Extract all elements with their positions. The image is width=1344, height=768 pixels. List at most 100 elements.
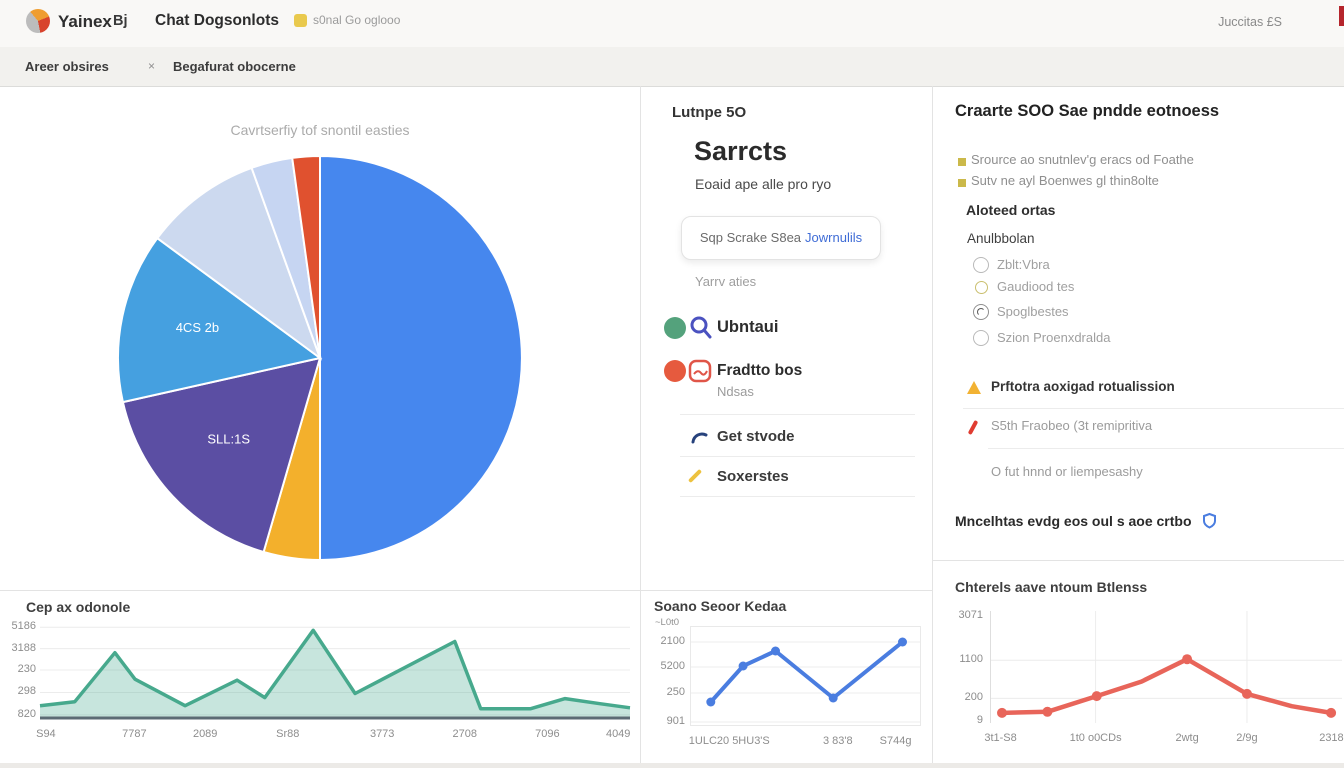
radio-option-4[interactable] (973, 330, 989, 346)
edge-accent-bar (1339, 6, 1344, 26)
x-axis-tick: 1ULC20 5HU3'S (688, 735, 770, 747)
data-point[interactable] (1042, 706, 1053, 717)
data-line (39, 628, 631, 711)
data-point[interactable] (997, 707, 1007, 718)
divider (988, 448, 1344, 449)
panel-footer-text: Mncelhtas evdg eos oul s aoe crtbo (955, 513, 1192, 529)
pie-slice[interactable] (155, 166, 323, 361)
data-point[interactable] (706, 697, 716, 707)
header-badge[interactable]: s0nal Go oglooo (294, 13, 400, 27)
area-chart-section: Cep ax odonole 5186 3188 230 298 820 S94 7787 2… (0, 591, 640, 768)
shield-icon (1203, 512, 1217, 529)
radio-label-1[interactable]: Zblt:Vbra (997, 257, 1050, 272)
panel-section: Craarte SOO Sae pndde eotnoess Srource a… (933, 86, 1344, 561)
search-box-text: Sqp Scrake S8ea (699, 230, 802, 245)
tab-close-icon[interactable]: × (148, 59, 156, 73)
data-point[interactable] (1326, 707, 1337, 718)
tab-second[interactable]: Begafurat obocerne (173, 59, 296, 74)
data-point[interactable] (1091, 691, 1102, 702)
divider (680, 456, 915, 457)
list-header: Yarrv aties (695, 274, 757, 289)
mid-chart-subtitle: ~L0t0 (655, 617, 680, 628)
data-point[interactable] (828, 693, 838, 703)
x-axis-tick: S94 (36, 728, 56, 740)
list-item-2-sub: Ndsas (717, 384, 754, 399)
plot-border (690, 626, 921, 726)
pie-slice[interactable] (121, 356, 322, 554)
data-point[interactable] (1242, 688, 1252, 699)
legend-dot-red (664, 360, 686, 382)
x-axis-tick: Sr88 (276, 728, 300, 740)
y-axis-tick: 2100 (660, 635, 685, 647)
data-line (1001, 656, 1332, 716)
x-axis-tick: 7787 (122, 728, 147, 740)
x-axis-tick: 2089 (192, 728, 218, 740)
line-chart-right-section: Chterels aave ntoum Btlenss 3071 1100 200 9… (933, 561, 1344, 768)
x-axis-tick: 1t0 o0CDs (1069, 732, 1122, 744)
list-item-3[interactable]: Get stvode (717, 428, 795, 445)
info-section: Lutnpe 5O Sarrcts Eoaid ape alle pro ryo… (641, 86, 932, 591)
chart-left-plot (39, 626, 631, 720)
panel-title: Craarte SOO Sae pndde eotnoess (955, 102, 1220, 120)
y-axis-tick: 3188 (11, 641, 36, 654)
y-axis-tick: 200 (964, 691, 983, 704)
radio-label-2[interactable]: Gaudiood tes (997, 279, 1075, 294)
section-subtitle: Eoaid ape alle pro ryo (695, 176, 832, 192)
header-right-label[interactable]: Juccitas £S (1218, 15, 1282, 29)
x-axis-tick: 3 83'8 (823, 735, 853, 747)
area-chart-title: Cep ax odonole (26, 599, 131, 615)
pie-slice[interactable] (117, 236, 323, 404)
pie-section: Cavrtserfiy tof snontil easties SLL:1S 4C… (0, 86, 640, 591)
chart-right-plot (990, 611, 1342, 723)
radio-option-3[interactable] (973, 304, 989, 320)
chart-mid-plot (690, 626, 921, 726)
warning-label[interactable]: Prftotra aoxigad rotualission (991, 379, 1175, 394)
list-item-2[interactable]: Fradtto bos (717, 362, 803, 379)
bullet-text-1: Srource ao snutnlev'g eracs od Foathe (971, 152, 1194, 167)
bottom-edge (0, 763, 1344, 768)
yellow-square-icon (294, 13, 307, 27)
pie-chart: SLL:1S 4CS 2b (117, 154, 523, 562)
section-kicker: Lutnpe 5O (672, 104, 747, 121)
nav-item-by[interactable]: Bj (113, 13, 128, 29)
y-axis-tick: 5200 (660, 660, 685, 672)
line-chart-mid-section: Soano Seoor Kedaa ~L0t0 2100 5200 250 901 1U… (641, 591, 932, 768)
panel-footer-label: Mncelhtas evdg eos oul s aoe crtbo (955, 512, 1218, 529)
browser-logo-icon (688, 359, 712, 383)
data-point[interactable] (738, 661, 748, 671)
data-point[interactable] (898, 637, 907, 647)
logo-text[interactable]: Yainex (58, 12, 112, 31)
tab-first[interactable]: Areer obsires (25, 59, 109, 74)
data-point[interactable] (1182, 654, 1193, 665)
arc-icon (691, 432, 708, 444)
data-point[interactable] (771, 646, 780, 656)
pie-slice[interactable] (291, 154, 321, 359)
nav-item-chat[interactable]: Chat Dogsonlots (155, 12, 279, 29)
divider (680, 414, 915, 415)
y-axis-tick: 901 (666, 715, 685, 727)
tab-bar: Areer obsires × Begafurat obocerne (0, 47, 1344, 87)
radio-label-4[interactable]: Szion Proenxdralda (997, 330, 1111, 345)
legend-dot-green (664, 317, 686, 339)
bullet-square-icon (958, 158, 966, 166)
list-item-1[interactable]: Ubntaui (717, 318, 779, 336)
pie-slice-label: 4CS 2b (176, 320, 219, 335)
pie-slice[interactable] (319, 154, 523, 562)
logo-icon[interactable] (26, 9, 50, 33)
error-label[interactable]: S5th Fraobeo (3t remipritiva (991, 418, 1153, 433)
note-label: O fut hnnd or liempesashy (991, 464, 1143, 479)
radio-option-1[interactable] (973, 257, 989, 273)
divider (680, 496, 915, 497)
radio-label-3[interactable]: Spoglbestes (997, 304, 1069, 319)
radio-group-label: Anulbbolan (967, 231, 1035, 246)
radio-option-2[interactable] (975, 281, 988, 294)
search-box[interactable]: Sqp Scrake S8ea Jowrnulils (681, 216, 881, 260)
bullet-text-2: Sutv ne ayl Boenwes gl thin8olte (971, 173, 1159, 188)
pie-chart-title: Cavrtserfiy tof snontil easties (230, 122, 410, 138)
divider (963, 408, 1344, 409)
red-slash-icon (967, 419, 979, 436)
list-item-4[interactable]: Soxerstes (717, 468, 789, 485)
search-box-link[interactable]: Jowrnulils (805, 230, 863, 245)
y-axis-tick: 9 (976, 713, 983, 726)
